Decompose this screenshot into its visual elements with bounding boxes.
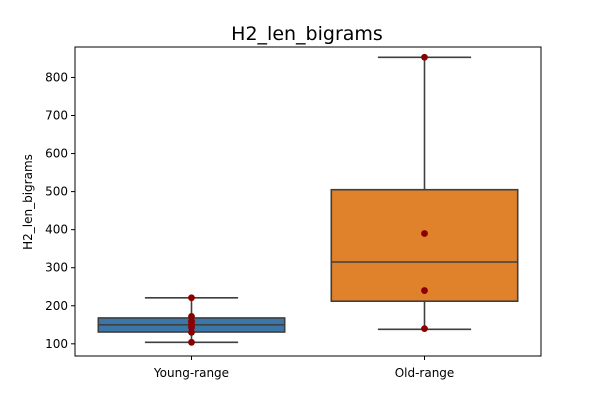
chart-title: H2_len_bigrams [231,23,383,45]
y-tick-label: 500 [45,185,68,199]
x-tick-label: Old-range [395,366,455,380]
y-tick-label: 300 [45,261,68,275]
x-tick-label: Young-range [153,366,229,380]
plot-area: 100 200 300 400 500 600 700 800 Young-range Old-r… [45,46,542,380]
data-point-old-range [421,53,428,61]
data-point-young-range [188,294,195,302]
y-tick-label: 100 [45,337,68,351]
data-point-young-range [188,329,195,336]
y-tick-label: 400 [45,223,68,237]
data-point-young-range [188,324,195,331]
y-tick-label: 700 [45,108,68,122]
y-tick-label: 200 [45,299,68,313]
y-axis-label: H2_len_bigrams [21,154,35,250]
data-point-old-range [421,325,428,333]
box-old-range [330,188,519,303]
data-point-old-range [421,287,428,294]
data-point-young-range [188,338,195,346]
plot-frame [74,46,542,357]
y-tick-label: 800 [45,70,68,84]
y-tick-label: 600 [45,147,68,161]
data-point-old-range [421,230,428,237]
